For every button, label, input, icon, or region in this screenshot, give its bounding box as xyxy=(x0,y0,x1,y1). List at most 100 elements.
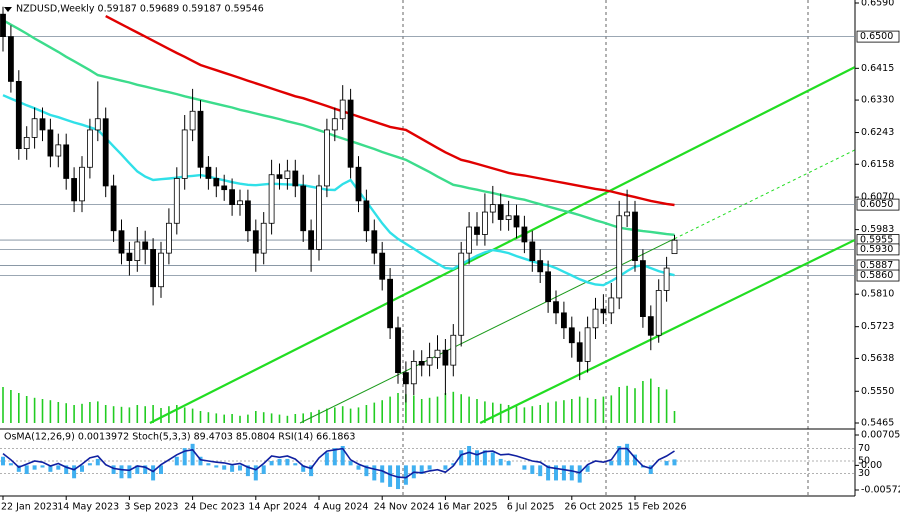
candle-body xyxy=(458,252,465,336)
trendline xyxy=(479,239,856,424)
candle-body xyxy=(229,189,236,206)
candle-body xyxy=(584,327,591,362)
candle-body xyxy=(165,222,172,254)
x-tick-label: 6 Jul 2025 xyxy=(507,502,555,513)
candle-body xyxy=(497,204,504,220)
x-tick-label: 14 Apr 2024 xyxy=(248,502,307,513)
candle-body xyxy=(197,110,204,168)
level-label: 0.5930 xyxy=(860,244,893,255)
candle-body xyxy=(624,211,630,217)
candle-body xyxy=(537,260,544,273)
trendline xyxy=(149,66,856,424)
candle-body xyxy=(363,200,370,232)
candle-body xyxy=(173,178,180,224)
candle-body xyxy=(118,230,125,254)
level-label: 0.6500 xyxy=(860,31,893,42)
candle-body xyxy=(15,81,22,149)
y-tick-label: 0.5638 xyxy=(861,353,894,364)
candle-body xyxy=(379,252,386,280)
candle-body xyxy=(102,118,109,187)
x-tick-label: 4 Aug 2024 xyxy=(314,502,369,513)
y-tick-label: 0.5465 xyxy=(861,418,894,429)
moving-average xyxy=(105,15,675,207)
candle-body xyxy=(553,301,559,314)
y-tick-label: 0.6070 xyxy=(861,192,894,203)
candle-body xyxy=(55,144,62,157)
candle-body xyxy=(442,349,449,366)
candle-body xyxy=(260,222,267,254)
candle-body xyxy=(284,170,291,179)
candle-body xyxy=(450,334,457,366)
candle-body xyxy=(663,267,670,291)
candle-body xyxy=(410,360,417,385)
candle-body xyxy=(323,129,330,187)
y-tick-label: 0.6243 xyxy=(861,127,894,138)
candle-body xyxy=(0,13,6,37)
level-label-box xyxy=(856,198,900,211)
candle-body xyxy=(521,226,528,243)
candle-body xyxy=(592,308,599,329)
candle-body xyxy=(308,230,315,250)
y-tick-label: 0.6330 xyxy=(861,95,894,106)
candle-body xyxy=(568,327,575,344)
indicator-title: OsMA(12,26,9) 0.0013972 Stoch(5,3,3) 89.… xyxy=(4,432,355,443)
candle-body xyxy=(7,36,14,82)
level-label: 0.5887 xyxy=(860,260,893,271)
candle-body xyxy=(474,226,480,235)
y-tick-label: 0.5550 xyxy=(861,386,894,397)
candle-body xyxy=(331,118,338,131)
menu-triangle xyxy=(4,7,12,12)
x-tick-label: 26 Oct 2025 xyxy=(564,502,623,513)
candle-body xyxy=(632,211,638,261)
candle-body xyxy=(339,99,346,120)
candle-body xyxy=(221,185,228,191)
candle-body xyxy=(600,308,607,314)
candle-body xyxy=(39,118,46,131)
x-tick-label: 22 Jan 2023 xyxy=(1,502,58,513)
candle-body xyxy=(63,144,70,179)
rsi-tick-label: 50 xyxy=(858,456,870,467)
y-tick-label: 0.6590 xyxy=(861,0,894,9)
level-label-box xyxy=(856,269,900,282)
chart-title: NZDUSD,Weekly 0.59187 0.59689 0.59187 0.… xyxy=(16,4,264,15)
candle-body xyxy=(268,174,275,224)
level-label: 0.5955 xyxy=(860,235,893,246)
x-tick-label: 24 Dec 2023 xyxy=(184,502,245,513)
candle-body xyxy=(23,136,30,149)
candle-body xyxy=(387,278,394,329)
candle-body xyxy=(316,185,322,250)
candle-body xyxy=(213,178,220,187)
candle-body xyxy=(671,239,678,255)
candle-body xyxy=(647,316,654,336)
candle-body xyxy=(426,357,433,366)
candle-body xyxy=(134,241,141,262)
rsi-tick-label: 70 xyxy=(858,443,870,454)
candle-body xyxy=(529,241,536,262)
candle-body xyxy=(513,215,520,228)
candle-body xyxy=(87,129,93,168)
y-tick-label: 0.5723 xyxy=(861,321,894,332)
x-tick-label: 3 Sep 2023 xyxy=(124,502,178,513)
candle-body xyxy=(237,200,243,206)
candle-body xyxy=(608,297,615,314)
candle-body xyxy=(481,211,488,235)
candle-body xyxy=(79,166,85,202)
candle-body xyxy=(292,170,299,187)
vertical-grid xyxy=(402,0,809,496)
moving-average xyxy=(2,19,675,236)
candle-body xyxy=(126,252,133,261)
level-label: 0.5860 xyxy=(860,270,893,281)
candle-body xyxy=(505,215,512,220)
candle-body xyxy=(71,178,77,202)
candle-body xyxy=(94,118,101,131)
rsi-tick-label: 30 xyxy=(858,468,870,479)
candle-body xyxy=(561,312,567,329)
candle-body xyxy=(418,360,425,366)
candle-body xyxy=(545,271,551,303)
candle-body xyxy=(158,252,164,288)
osma-tick-label: 0.00 xyxy=(861,460,882,471)
candle-body xyxy=(489,204,496,213)
